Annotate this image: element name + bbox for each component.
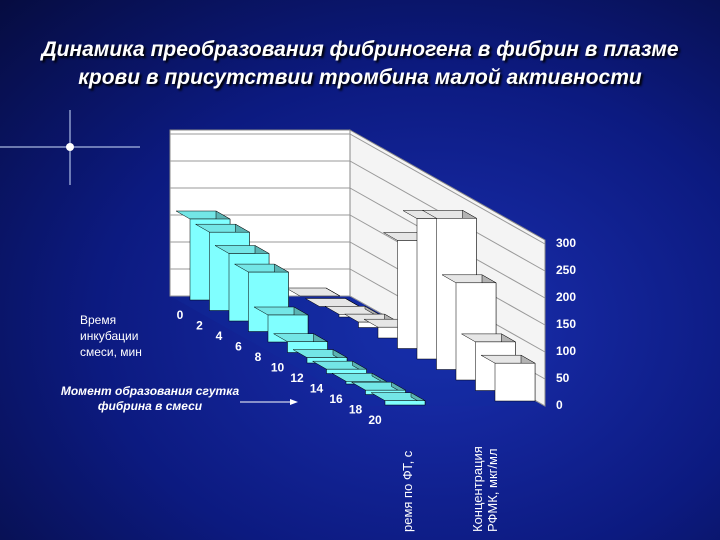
bar-side xyxy=(325,287,341,297)
x-tick-label: 4 xyxy=(216,329,223,343)
bar-side xyxy=(345,298,360,307)
legend-label: Концентрация РФМК, мкг/мл xyxy=(470,446,500,532)
x-tick-label: 14 xyxy=(310,382,324,396)
x-tick-label: 2 xyxy=(196,319,203,333)
x-tick-label: 10 xyxy=(271,361,285,375)
x-tick-label: 18 xyxy=(349,403,363,417)
sparkle xyxy=(66,143,74,151)
y-tick-label: 100 xyxy=(556,344,576,358)
y-tick-label: 0 xyxy=(556,398,563,412)
x-tick-label: 20 xyxy=(368,413,382,427)
y-tick-label: 250 xyxy=(556,263,576,277)
x-tick-label: 0 xyxy=(177,308,184,322)
y-tick-label: 50 xyxy=(556,371,570,385)
y-tick-label: 300 xyxy=(556,236,576,250)
x-tick-label: 6 xyxy=(235,340,242,354)
bar xyxy=(326,368,367,374)
legend-label: ремя по ФТ, с xyxy=(400,450,415,532)
grid-line xyxy=(349,133,546,245)
x-tick-label: 12 xyxy=(290,371,304,385)
annotation: Момент образования сгутка фибрина в смес… xyxy=(60,384,240,413)
bar xyxy=(494,362,536,402)
axis-label: Время инкубации смеси, мин xyxy=(80,313,142,359)
y-tick-label: 200 xyxy=(556,290,576,304)
chart-title: Динамика преобразования фибриногена в фи… xyxy=(41,38,679,89)
y-tick-label: 150 xyxy=(556,317,576,331)
x-tick-label: 8 xyxy=(255,350,262,364)
arrow xyxy=(290,399,298,405)
x-tick-label: 16 xyxy=(329,392,343,406)
bar xyxy=(384,400,426,406)
